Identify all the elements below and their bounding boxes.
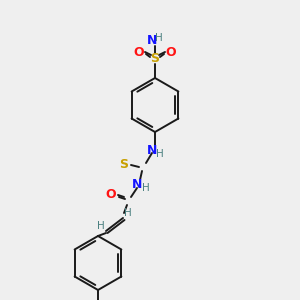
Text: H: H <box>142 183 150 193</box>
Text: S: S <box>151 52 160 64</box>
Text: O: O <box>134 46 144 59</box>
Text: N: N <box>147 143 157 157</box>
Text: H: H <box>155 33 163 43</box>
Text: S: S <box>119 158 128 170</box>
Text: O: O <box>166 46 176 59</box>
Text: N: N <box>147 34 157 47</box>
Text: H: H <box>124 208 132 218</box>
Text: H: H <box>97 221 105 231</box>
Text: N: N <box>132 178 142 190</box>
Text: H: H <box>156 149 164 159</box>
Text: O: O <box>106 188 116 202</box>
